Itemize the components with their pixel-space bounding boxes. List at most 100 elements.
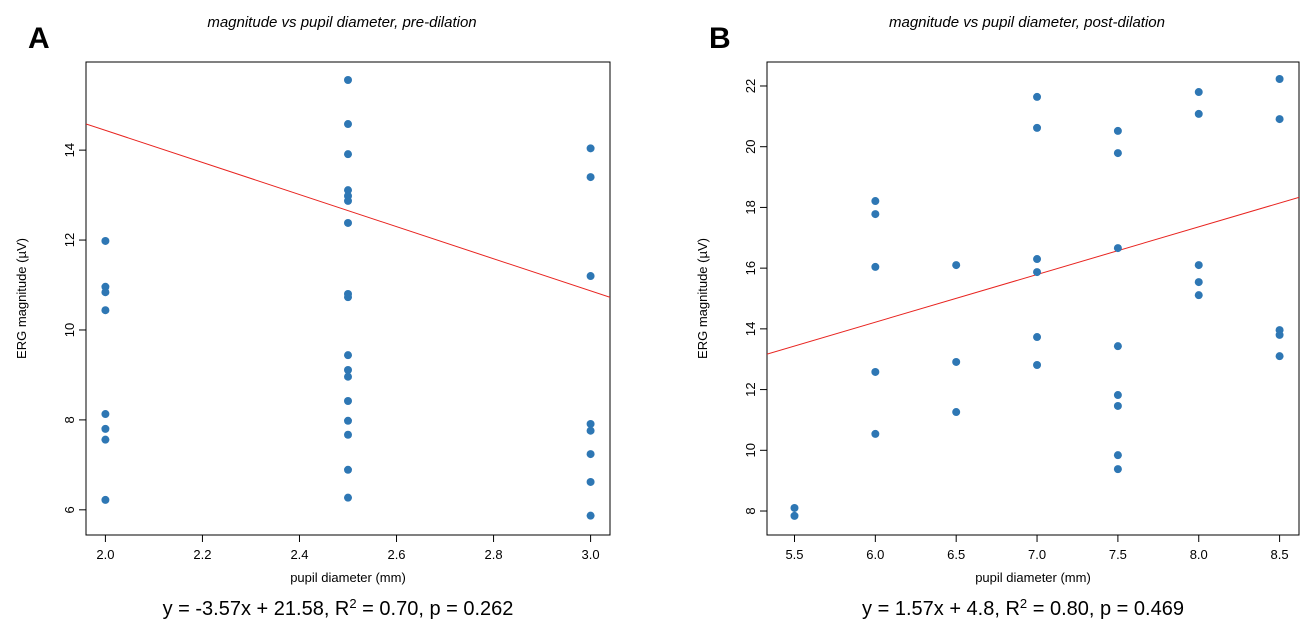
point bbox=[1275, 75, 1284, 84]
x-tick-label: 7.5 bbox=[1109, 547, 1127, 562]
point bbox=[344, 351, 352, 360]
y-tick-label: 14 bbox=[743, 322, 758, 336]
y-tick-label: 8 bbox=[743, 507, 758, 514]
point bbox=[344, 293, 352, 302]
point bbox=[586, 419, 595, 428]
y-tick-label: 12 bbox=[62, 233, 77, 247]
point bbox=[1033, 333, 1042, 342]
point bbox=[1194, 291, 1203, 300]
point bbox=[1275, 330, 1284, 339]
point bbox=[344, 397, 352, 406]
point bbox=[101, 495, 110, 504]
point bbox=[344, 493, 352, 502]
point bbox=[586, 511, 595, 520]
point bbox=[1194, 278, 1203, 287]
annotation-part: = 0.70, p = 0.262 bbox=[357, 598, 514, 620]
point bbox=[1113, 244, 1122, 253]
point bbox=[586, 144, 595, 153]
annotation-part: y = -3.57x + 21.58, R bbox=[163, 598, 350, 620]
point bbox=[1275, 115, 1284, 124]
y-axis-title: ERG magnitude (µV) bbox=[695, 238, 710, 359]
point bbox=[344, 75, 352, 84]
x-tick-label: 2.0 bbox=[96, 547, 114, 562]
point bbox=[1113, 465, 1122, 474]
point bbox=[586, 426, 595, 435]
y-tick-label: 20 bbox=[743, 139, 758, 153]
x-tick-label: 6.5 bbox=[947, 547, 965, 562]
point bbox=[586, 477, 595, 486]
point bbox=[344, 196, 352, 205]
x-axis-title: pupil diameter (mm) bbox=[290, 570, 406, 585]
point bbox=[1033, 268, 1042, 277]
x-tick-label: 7.0 bbox=[1028, 547, 1046, 562]
point bbox=[101, 424, 110, 433]
x-tick-label: 3.0 bbox=[582, 547, 600, 562]
point bbox=[344, 218, 352, 227]
x-tick-label: 6.0 bbox=[866, 547, 884, 562]
x-tick-label: 5.5 bbox=[785, 547, 803, 562]
point bbox=[790, 503, 799, 512]
point bbox=[344, 150, 352, 159]
point bbox=[586, 450, 595, 459]
x-tick-label: 8.0 bbox=[1190, 547, 1208, 562]
point bbox=[101, 288, 110, 297]
point bbox=[586, 272, 595, 281]
y-tick-label: 10 bbox=[743, 443, 758, 457]
point bbox=[344, 372, 352, 381]
point bbox=[101, 410, 110, 419]
point bbox=[871, 197, 880, 206]
point bbox=[1275, 352, 1284, 361]
plot-frame bbox=[85, 61, 611, 536]
point bbox=[1113, 401, 1122, 410]
point bbox=[101, 236, 110, 245]
chart-title: magnitude vs pupil diameter, pre-dilatio… bbox=[207, 14, 476, 31]
fit-annotation: y = -3.57x + 21.58, R2 = 0.70, p = 0.262 bbox=[163, 596, 514, 621]
point bbox=[1194, 261, 1203, 270]
panel-letter: A bbox=[28, 22, 50, 55]
y-tick-label: 6 bbox=[62, 506, 77, 513]
point bbox=[101, 306, 110, 315]
point bbox=[101, 435, 110, 444]
x-tick-label: 2.4 bbox=[290, 547, 308, 562]
panel-letter: B bbox=[709, 22, 731, 55]
point bbox=[1113, 391, 1122, 400]
point bbox=[344, 465, 352, 474]
fit-annotation: y = 1.57x + 4.8, R2 = 0.80, p = 0.469 bbox=[862, 596, 1184, 621]
x-axis-title: pupil diameter (mm) bbox=[975, 570, 1091, 585]
annotation-part: y = 1.57x + 4.8, R bbox=[862, 598, 1020, 620]
annotation-part: 2 bbox=[1020, 596, 1027, 611]
point bbox=[344, 120, 352, 129]
y-tick-label: 10 bbox=[62, 323, 77, 337]
chart-title: magnitude vs pupil diameter, post-dilati… bbox=[889, 14, 1165, 31]
point bbox=[1113, 342, 1122, 351]
point bbox=[790, 511, 799, 520]
point bbox=[1113, 126, 1122, 135]
point bbox=[1194, 88, 1203, 97]
point bbox=[1194, 109, 1203, 118]
y-tick-label: 14 bbox=[62, 143, 77, 157]
point bbox=[871, 429, 880, 438]
point bbox=[1113, 451, 1122, 460]
point bbox=[344, 416, 352, 425]
point bbox=[1033, 123, 1042, 132]
y-tick-label: 12 bbox=[743, 382, 758, 396]
point bbox=[952, 408, 961, 417]
annotation-part: 2 bbox=[349, 596, 356, 611]
point bbox=[586, 173, 595, 182]
point bbox=[344, 430, 352, 439]
annotation-part: = 0.80, p = 0.469 bbox=[1027, 598, 1184, 620]
point bbox=[952, 357, 961, 366]
y-tick-label: 16 bbox=[743, 261, 758, 275]
point bbox=[1033, 92, 1042, 101]
point bbox=[1113, 149, 1122, 158]
x-tick-label: 2.8 bbox=[485, 547, 503, 562]
x-tick-label: 8.5 bbox=[1271, 547, 1289, 562]
point bbox=[871, 367, 880, 376]
point bbox=[344, 365, 352, 374]
y-tick-label: 18 bbox=[743, 200, 758, 214]
point bbox=[344, 186, 352, 195]
y-axis-title: ERG magnitude (µV) bbox=[14, 238, 29, 359]
